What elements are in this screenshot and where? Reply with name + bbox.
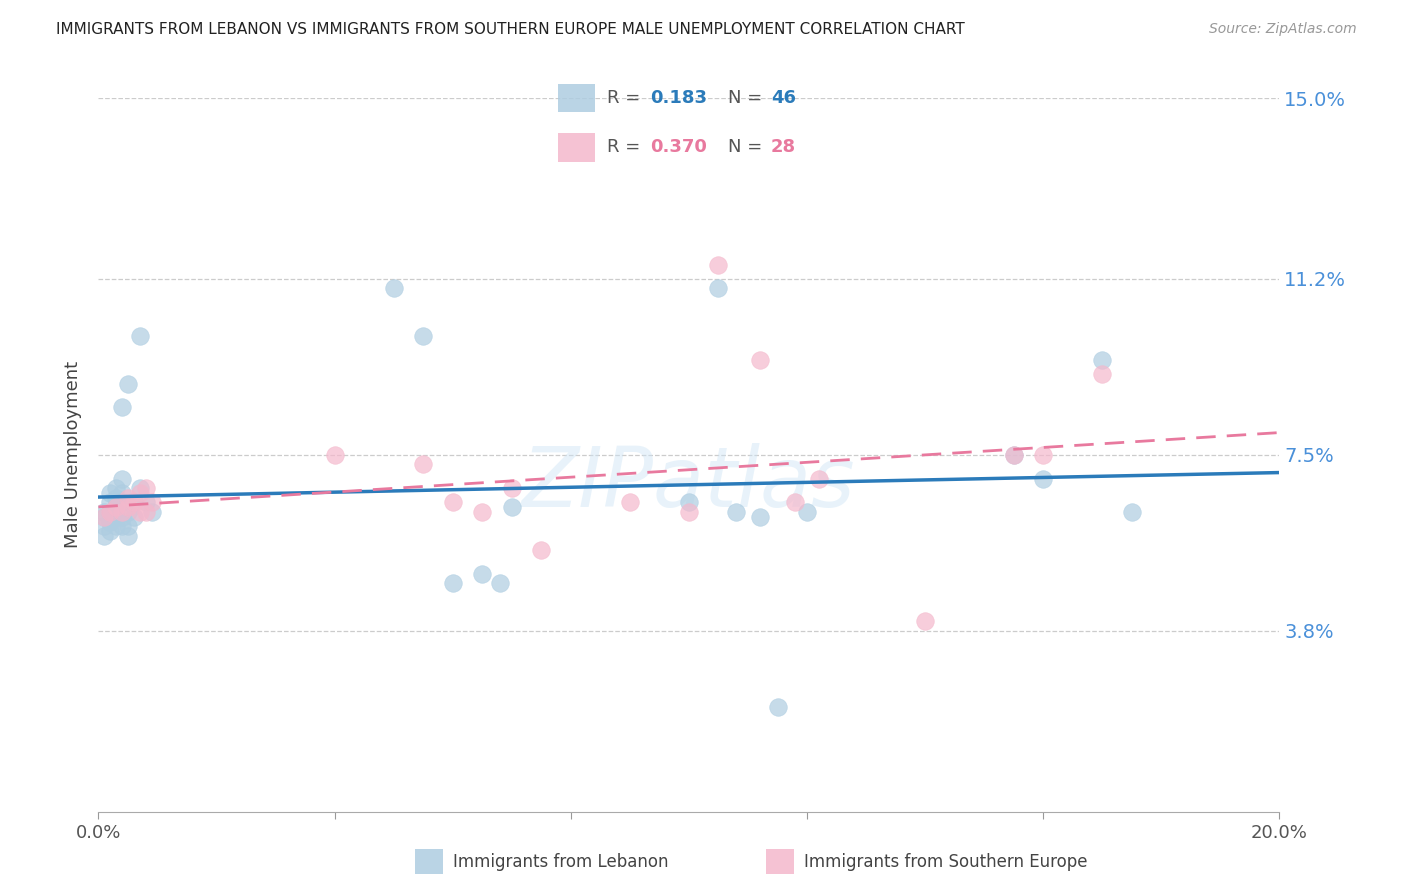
Point [471, 566, 494, 581]
Point [441, 576, 464, 591]
Point [98, 524, 121, 538]
Point [489, 576, 512, 591]
Point [111, 509, 134, 524]
Point [117, 519, 139, 533]
Point [1032, 448, 1054, 462]
Point [105, 519, 128, 533]
Point [725, 505, 748, 519]
Bar [558, 133, 595, 161]
Point [122, 495, 145, 509]
Point [111, 486, 134, 500]
Point [128, 486, 150, 500]
Point [707, 258, 730, 272]
Point [105, 500, 128, 515]
Point [98, 495, 121, 509]
Point [619, 495, 641, 509]
Point [128, 505, 150, 519]
Point [93, 509, 115, 524]
Point [501, 500, 523, 515]
Point [105, 481, 128, 495]
Point [135, 505, 157, 519]
Bar [558, 84, 595, 112]
Point [748, 352, 770, 367]
Text: 0.183: 0.183 [651, 88, 707, 106]
Text: 0.370: 0.370 [651, 138, 707, 156]
Text: 46: 46 [770, 88, 796, 106]
Point [707, 281, 730, 295]
Text: ZIPatlas: ZIPatlas [522, 443, 856, 524]
Point [412, 329, 434, 343]
Point [93, 509, 115, 524]
Point [748, 509, 770, 524]
Point [1091, 367, 1114, 381]
Point [796, 505, 818, 519]
Point [98, 486, 121, 500]
Point [117, 491, 139, 505]
Text: N =: N = [728, 138, 768, 156]
Point [122, 495, 145, 509]
Point [807, 472, 830, 486]
Point [93, 505, 115, 519]
Point [98, 515, 121, 529]
Point [111, 472, 134, 486]
Point [1121, 505, 1143, 519]
Point [98, 505, 121, 519]
Point [98, 505, 121, 519]
Point [105, 500, 128, 515]
Point [382, 281, 405, 295]
Point [105, 491, 128, 505]
Point [141, 505, 163, 519]
Text: Source: ZipAtlas.com: Source: ZipAtlas.com [1209, 22, 1357, 37]
Text: 28: 28 [770, 138, 796, 156]
Point [141, 495, 163, 509]
Point [501, 481, 523, 495]
Point [1091, 352, 1114, 367]
Text: R =: R = [607, 138, 647, 156]
Point [1002, 448, 1025, 462]
Text: Immigrants from Southern Europe: Immigrants from Southern Europe [804, 853, 1088, 871]
Point [93, 529, 115, 543]
Point [105, 509, 128, 524]
Point [93, 519, 115, 533]
Point [1002, 448, 1025, 462]
Point [678, 505, 700, 519]
Point [117, 505, 139, 519]
Point [122, 509, 145, 524]
Point [111, 401, 134, 415]
Text: Immigrants from Lebanon: Immigrants from Lebanon [453, 853, 668, 871]
Point [785, 495, 807, 509]
Text: R =: R = [607, 88, 647, 106]
Point [117, 376, 139, 391]
Point [111, 505, 134, 519]
Point [111, 495, 134, 509]
Point [766, 700, 789, 714]
Point [914, 615, 936, 629]
Point [135, 481, 157, 495]
Point [412, 458, 434, 472]
Point [530, 543, 553, 558]
Text: IMMIGRANTS FROM LEBANON VS IMMIGRANTS FROM SOUTHERN EUROPE MALE UNEMPLOYMENT COR: IMMIGRANTS FROM LEBANON VS IMMIGRANTS FR… [56, 22, 965, 37]
Text: N =: N = [728, 88, 768, 106]
Point [441, 495, 464, 509]
Point [128, 329, 150, 343]
Point [471, 505, 494, 519]
Point [678, 495, 700, 509]
Point [117, 500, 139, 515]
Point [1032, 472, 1054, 486]
Point [323, 448, 346, 462]
Y-axis label: Male Unemployment: Male Unemployment [65, 361, 83, 549]
Point [128, 481, 150, 495]
Point [135, 495, 157, 509]
Point [111, 519, 134, 533]
Point [117, 529, 139, 543]
